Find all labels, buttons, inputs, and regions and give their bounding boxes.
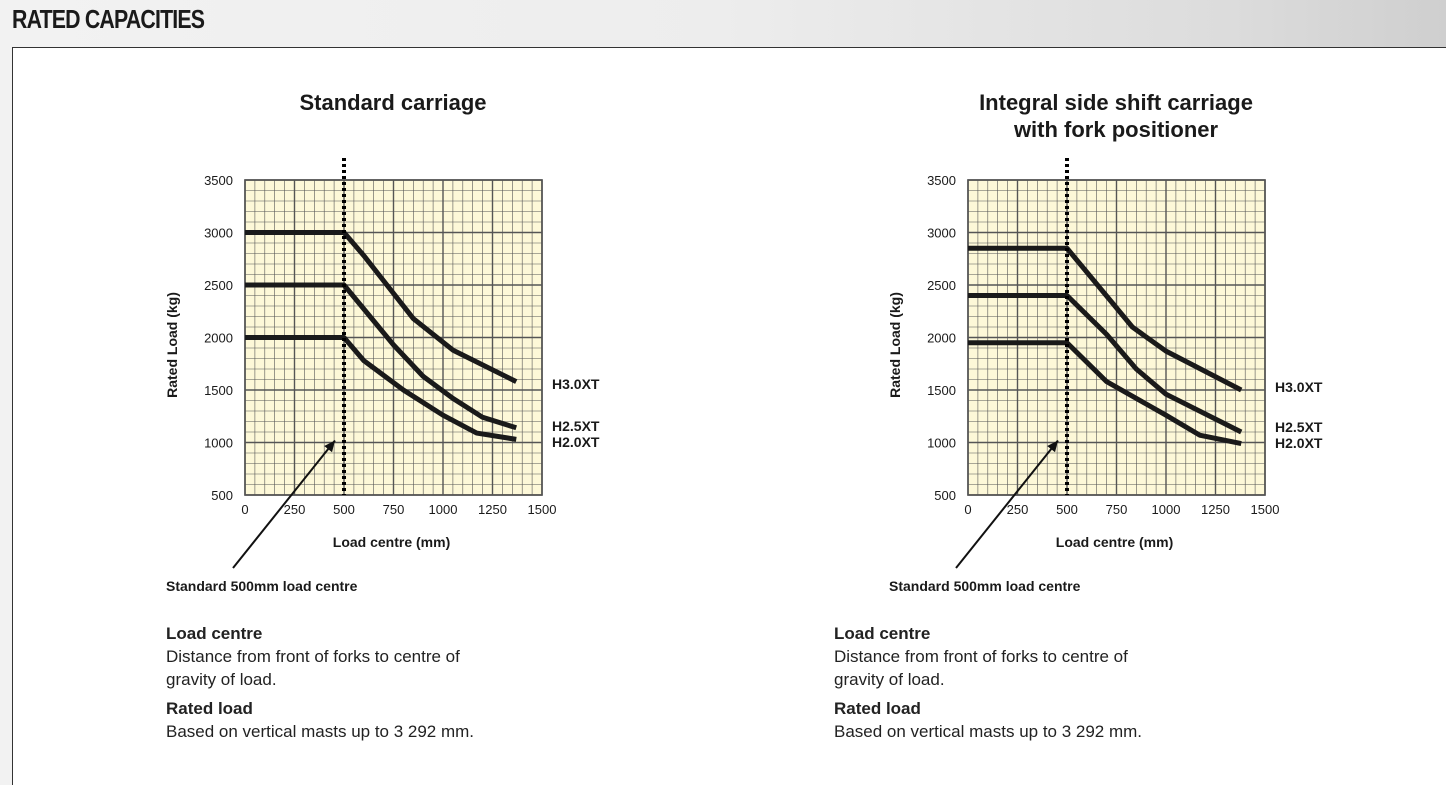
- y-tick-label: 1500: [927, 383, 956, 398]
- y-axis-label: Rated Load (kg): [164, 292, 180, 398]
- series-line-h3.0xt: [968, 245, 1243, 393]
- y-tick-label: 3000: [927, 226, 956, 241]
- load-centre-heading: Load centre: [166, 624, 263, 643]
- series-label-h2.5xt: H2.5XT: [552, 418, 600, 434]
- y-tick-label: 1000: [927, 436, 956, 451]
- x-tick-label: 1500: [528, 502, 557, 517]
- y-tick-label: 1000: [204, 436, 233, 451]
- x-axis-label: Load centre (mm): [333, 534, 450, 550]
- chart-title-line: with fork positioner: [1013, 117, 1219, 142]
- y-tick-label: 1500: [204, 383, 233, 398]
- notes-right: Load centre Distance from front of forks…: [834, 622, 1254, 743]
- notes-left: Load centre Distance from front of forks…: [166, 622, 586, 743]
- x-tick-label: 0: [964, 502, 971, 517]
- x-tick-label: 1500: [1251, 502, 1280, 517]
- x-tick-label: 750: [1106, 502, 1128, 517]
- x-tick-label: 1000: [1152, 502, 1181, 517]
- series-label-h3.0xt: H3.0XT: [1275, 379, 1323, 395]
- x-tick-label: 500: [1056, 502, 1078, 517]
- y-tick-label: 500: [934, 488, 956, 503]
- x-tick-label: 1000: [429, 502, 458, 517]
- annotation-arrowhead: [324, 440, 335, 453]
- series-line-h2.5xt: [968, 293, 1243, 435]
- chart-title-line: Standard carriage: [299, 90, 486, 115]
- y-tick-label: 3500: [204, 173, 233, 188]
- y-tick-label: 2500: [204, 278, 233, 293]
- chart-standard-carriage: Standard carriage 0 250 500 750 1000 1250 1500 5…: [164, 90, 600, 594]
- load-centre-text: Distance from front of forks to centre o…: [166, 647, 460, 689]
- x-tick-label: 250: [1007, 502, 1029, 517]
- x-tick-label: 750: [383, 502, 405, 517]
- y-axis-label: Rated Load (kg): [887, 292, 903, 398]
- x-axis-label: Load centre (mm): [1056, 534, 1173, 550]
- rated-load-text: Based on vertical masts up to 3 292 mm.: [166, 722, 475, 741]
- y-tick-label: 3000: [204, 226, 233, 241]
- x-tick-label: 500: [333, 502, 355, 517]
- y-tick-label: 2000: [204, 331, 233, 346]
- reference-line-note: Standard 500mm load centre: [889, 578, 1081, 594]
- annotation-arrowhead: [1047, 440, 1058, 453]
- y-tick-label: 2500: [927, 278, 956, 293]
- x-tick-label: 1250: [478, 502, 507, 517]
- series-line-h2.0xt: [968, 340, 1242, 447]
- rated-load-heading: Rated load: [834, 699, 921, 718]
- annotation-arrow: [232, 439, 336, 569]
- series-line-h2.0xt: [245, 335, 517, 442]
- chart-side-shift-carriage: Integral side shift carriage with fork po…: [887, 90, 1323, 594]
- x-tick-label: 1250: [1201, 502, 1230, 517]
- x-tick-label: 0: [241, 502, 248, 517]
- y-tick-label: 500: [211, 488, 233, 503]
- series-line-h3.0xt: [245, 230, 518, 384]
- rated-load-heading: Rated load: [166, 699, 253, 718]
- chart-title: Standard carriage: [299, 90, 486, 115]
- reference-line-note: Standard 500mm load centre: [166, 578, 358, 594]
- load-centre-text: Distance from front of forks to centre o…: [834, 647, 1128, 689]
- load-centre-heading: Load centre: [834, 624, 931, 643]
- x-tick-label: 250: [284, 502, 306, 517]
- y-tick-label: 2000: [927, 331, 956, 346]
- chart-title: Integral side shift carriage with fork po…: [979, 90, 1253, 142]
- series-label-h2.5xt: H2.5XT: [1275, 419, 1323, 435]
- page-title: RATED CAPACITIES: [12, 4, 205, 34]
- y-tick-label: 3500: [927, 173, 956, 188]
- rated-load-text: Based on vertical masts up to 3 292 mm.: [834, 722, 1143, 741]
- annotation-arrow: [955, 439, 1059, 569]
- chart-title-line: Integral side shift carriage: [979, 90, 1253, 115]
- series-label-h2.0xt: H2.0XT: [552, 434, 600, 450]
- series-label-h2.0xt: H2.0XT: [1275, 435, 1323, 451]
- series-label-h3.0xt: H3.0XT: [552, 376, 600, 392]
